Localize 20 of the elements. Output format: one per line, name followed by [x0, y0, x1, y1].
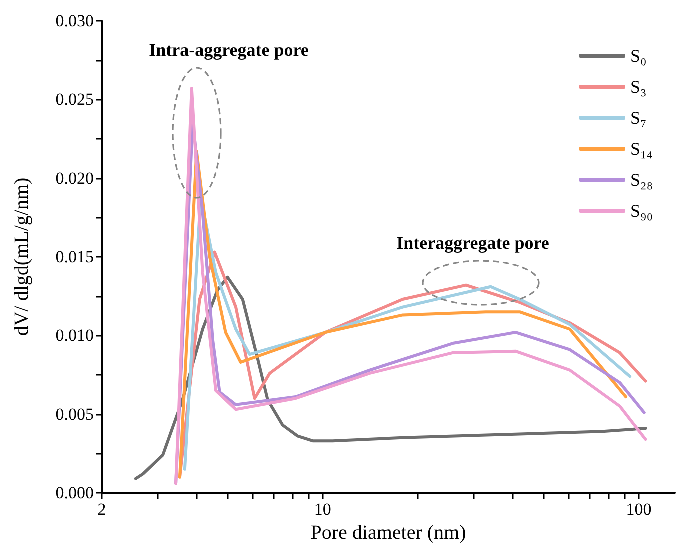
x-axis-title: Pore diameter (nm) — [310, 522, 466, 544]
legend-label: S₁₄ — [630, 139, 653, 159]
legend-label: S₉₀ — [630, 201, 653, 221]
annotation: Interaggregate pore — [396, 233, 550, 253]
y-tick-label: 0.015 — [56, 248, 94, 266]
y-tick-label: 0.000 — [56, 484, 94, 502]
y-tick-label: 0.025 — [56, 90, 94, 110]
x-tick-label: 2 — [98, 500, 106, 519]
y-tick-label: 0.020 — [56, 168, 94, 188]
x-tick-label: 100 — [626, 500, 652, 519]
legend-label: S₇ — [630, 108, 647, 128]
annotation: Intra-aggregate pore — [149, 40, 309, 60]
y-axis-title: dV/ dlgd(mL/g/nm) — [11, 178, 33, 336]
legend-label: S₀ — [630, 46, 647, 66]
y-tick-label: 0.010 — [56, 326, 94, 346]
x-tick-label: 10 — [314, 500, 332, 519]
y-tick-label: 0.005 — [56, 404, 94, 424]
y-tick-label: 0.030 — [56, 12, 94, 30]
legend-label: S₃ — [630, 77, 647, 97]
legend-label: S₂₈ — [630, 170, 653, 190]
